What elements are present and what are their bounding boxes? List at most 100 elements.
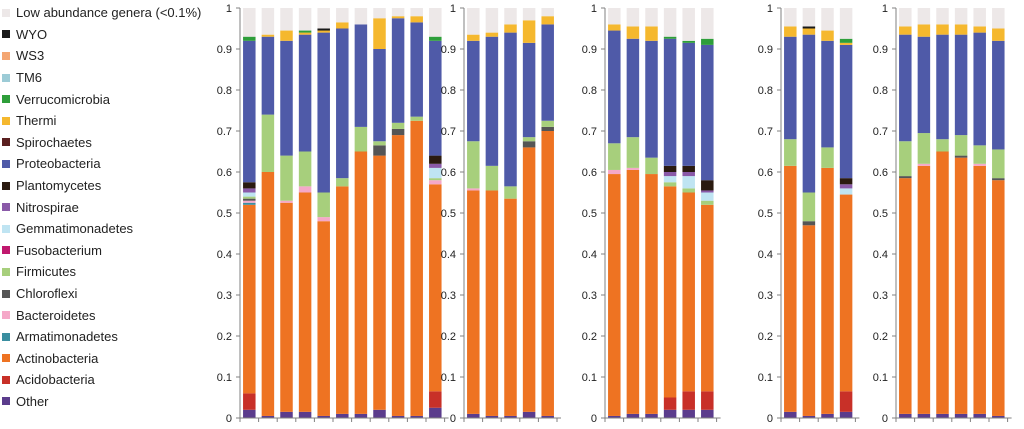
- y-tick-label: 1: [767, 3, 773, 15]
- bar-segment-low-abundance-genera-0-1: [298, 8, 312, 31]
- bar-segment-actinobacteria: [784, 165, 797, 412]
- y-tick-label: 0.6: [582, 167, 597, 179]
- legend-swatch: [2, 354, 10, 363]
- bar-segment-bacteroidetes: [973, 163, 986, 166]
- bar-segment-acidobacteria: [243, 393, 256, 410]
- legend-swatch: [2, 375, 10, 384]
- y-tick-label: 1: [226, 3, 232, 15]
- bar-segment-verrucomicrobia: [682, 40, 695, 43]
- bar-segment-chloroflexi: [373, 145, 386, 156]
- bar-segment-other: [280, 411, 293, 418]
- bar-segment-actinobacteria: [973, 165, 986, 414]
- bar-segment-thermi: [280, 30, 293, 41]
- legend-label: Armatimonadetes: [16, 329, 118, 345]
- bar-segment-proteobacteria: [682, 42, 695, 166]
- bar-segment-low-abundance-genera-0-1: [391, 8, 405, 17]
- bar-segment-other: [701, 409, 714, 418]
- bar-segment-plantomycetes: [243, 182, 256, 189]
- bar-segment-actinobacteria: [992, 180, 1005, 416]
- bar-segment-nitrospirae: [663, 172, 677, 177]
- bar-segment-proteobacteria: [802, 34, 816, 193]
- bar-segment-other: [784, 411, 797, 418]
- legend-item-tm6: TM6: [2, 67, 234, 89]
- legend-swatch: [2, 181, 10, 190]
- bar-segment-plantomycetes: [429, 155, 442, 164]
- legend-label: WS3: [16, 48, 45, 64]
- y-tick-label: 0.8: [582, 85, 597, 97]
- y-tick-label: 1: [882, 3, 888, 15]
- legend-item-fusobacterium: Fusobacterium: [2, 240, 234, 262]
- bar-segment-thermi: [802, 28, 816, 35]
- bar-segment-thermi: [626, 26, 640, 39]
- bar-segment-proteobacteria: [936, 34, 949, 140]
- bar-segment-thermi: [373, 18, 386, 49]
- bar-segment-nitrospirae: [682, 172, 695, 177]
- bar-segment-actinobacteria: [663, 186, 677, 398]
- bar-segment-low-abundance-genera-0-1: [429, 8, 442, 37]
- bar-segment-other: [608, 415, 621, 418]
- bar-segment-proteobacteria: [280, 40, 293, 156]
- bar-segment-other: [373, 409, 386, 418]
- bar-segment-low-abundance-genera-0-1: [917, 8, 931, 25]
- bar-segment-firmicutes: [522, 137, 536, 142]
- bar-segment-low-abundance-genera-0-1: [261, 8, 275, 35]
- bar-segment-proteobacteria: [298, 34, 312, 152]
- bar-segment-actinobacteria: [261, 172, 275, 416]
- legend-label: Bacteroidetes: [16, 307, 96, 323]
- bar-segment-firmicutes: [504, 186, 517, 199]
- legend-swatch: [2, 159, 10, 168]
- bar-segment-proteobacteria: [663, 38, 677, 166]
- bar-segment-thermi: [410, 16, 423, 23]
- bar-segment-actinobacteria: [682, 192, 695, 392]
- y-tick-label: 0.1: [873, 372, 888, 384]
- bar-segment-acidobacteria: [682, 391, 695, 410]
- y-tick-label: 0.3: [873, 290, 888, 302]
- bar-segment-low-abundance-genera-0-1: [317, 8, 330, 29]
- bar-segment-chloroflexi: [802, 221, 816, 226]
- bar-segment-other: [645, 413, 658, 418]
- bar-segment-chloroflexi: [992, 178, 1005, 181]
- y-tick-label: 1: [450, 3, 456, 15]
- bar-segment-bacteroidetes: [298, 186, 312, 193]
- bar-segment-actinobacteria: [839, 194, 853, 392]
- bar-segment-gemmatimonadetes: [839, 188, 853, 195]
- y-tick-label: 0.6: [217, 167, 232, 179]
- legend-swatch: [2, 116, 10, 125]
- y-tick-label: 0.9: [217, 44, 232, 56]
- bar-segment-thermi: [261, 34, 275, 37]
- bar-segment-other: [354, 413, 368, 418]
- y-tick-label: 0.7: [217, 126, 232, 138]
- bar-segment-firmicutes: [410, 116, 423, 121]
- bar-segment-bacteroidetes: [243, 200, 256, 203]
- legend-label: Firmicutes: [16, 264, 76, 280]
- bar-segment-other: [899, 413, 912, 418]
- bar-segment-firmicutes: [802, 192, 816, 222]
- bar-segment-verrucomicrobia: [243, 36, 256, 41]
- bar-segment-proteobacteria: [645, 40, 658, 158]
- bar-segment-firmicutes: [992, 149, 1005, 179]
- bar-segment-actinobacteria: [936, 151, 949, 414]
- bar-segment-proteobacteria: [261, 36, 275, 115]
- bar-segment-plantomycetes: [839, 178, 853, 185]
- bar-segment-other: [522, 411, 536, 418]
- bar-segment-low-abundance-genera-0-1: [336, 8, 349, 23]
- legend-item-armatimonadetes: Armatimonadetes: [2, 326, 234, 348]
- legend-item-thermi: Thermi: [2, 110, 234, 132]
- bar-segment-low-abundance-genera-0-1: [243, 8, 256, 37]
- bar-segment-actinobacteria: [336, 186, 349, 414]
- y-tick-label: 0.4: [217, 249, 232, 261]
- bar-segment-other: [992, 415, 1005, 418]
- legend-swatch: [2, 267, 10, 276]
- bar-segment-other: [973, 413, 986, 418]
- bar-segment-nitrospirae: [429, 163, 442, 168]
- y-tick-label: 0.3: [582, 290, 597, 302]
- bar-segment-gemmatimonadetes: [429, 167, 442, 179]
- legend-item-bacteroidetes: Bacteroidetes: [2, 304, 234, 326]
- bar-segment-thermi: [917, 24, 931, 37]
- y-tick-label: 0.5: [873, 208, 888, 220]
- bar-segment-firmicutes: [701, 200, 714, 205]
- bar-segment-proteobacteria: [821, 40, 834, 148]
- bar-segment-bacteroidetes: [429, 180, 442, 185]
- bar-segment-thermi: [784, 26, 797, 37]
- bar-segment-other: [839, 411, 853, 418]
